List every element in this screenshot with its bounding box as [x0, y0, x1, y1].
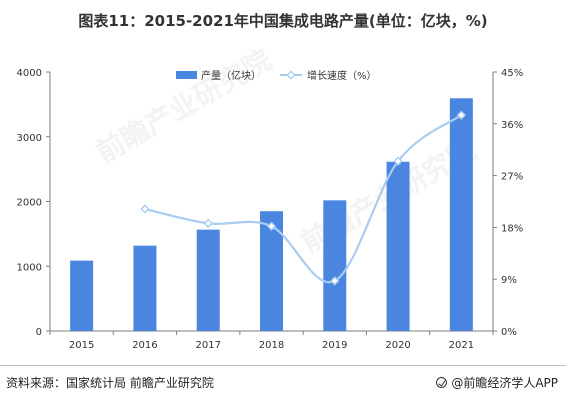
y-right-tick-label: 45%	[501, 68, 523, 79]
y-left-tick-label: 1000	[17, 262, 42, 273]
brand-logo-icon	[436, 377, 448, 388]
x-tick-label: 2015	[69, 340, 94, 351]
x-tick-label: 2021	[449, 340, 474, 351]
source-note: 资料来源：国家统计局 前瞻产业研究院	[6, 376, 214, 390]
bar	[323, 200, 347, 331]
line-point	[393, 156, 403, 166]
x-tick-label: 2019	[322, 340, 347, 351]
y-left-tick-label: 3000	[17, 133, 42, 144]
y-right-tick-label: 0%	[501, 327, 517, 338]
footer-divider	[0, 365, 566, 366]
brand-label: @前瞻经济学人APP	[436, 374, 558, 391]
y-right-tick-label: 18%	[501, 223, 523, 234]
y-left-tick-label: 4000	[17, 68, 42, 79]
x-tick-label: 2017	[195, 340, 220, 351]
bar	[449, 98, 473, 331]
bar	[196, 229, 220, 331]
legend-line-marker	[286, 70, 296, 80]
chart-legend: 产量（亿块） 增长速度（%）	[176, 69, 377, 82]
bar	[133, 245, 157, 331]
line-point	[266, 221, 277, 231]
legend-bar-swatch	[176, 71, 197, 79]
x-tick-label: 2016	[132, 340, 157, 351]
line-point	[330, 276, 340, 286]
line-point	[140, 204, 150, 214]
chart-axes: 0 1000 2000 3000 4000 0% 9% 18% 27% 36% 45% 2015 201…	[17, 68, 524, 351]
bar	[386, 161, 410, 331]
line-series	[140, 110, 467, 286]
x-tick-label: 2018	[259, 340, 284, 351]
y-left-tick-label: 0	[36, 327, 42, 338]
bar-series	[70, 98, 473, 331]
x-tick-label: 2020	[385, 340, 410, 351]
y-left-tick-label: 2000	[17, 198, 42, 209]
legend-label-line: 增长速度（%）	[307, 69, 377, 82]
bar	[260, 211, 283, 331]
line-point	[203, 218, 213, 229]
y-right-tick-label: 27%	[501, 172, 523, 183]
line-point	[456, 110, 467, 120]
legend-label-bars: 产量（亿块）	[201, 69, 261, 82]
chart-title: 图表11：2015-2021年中国集成电路产量(单位：亿块，%)	[78, 12, 488, 30]
growth-rate-line	[144, 114, 463, 284]
y-right-tick-label: 9%	[501, 275, 517, 286]
brand-text: @前瞻经济学人APP	[451, 376, 558, 390]
y-right-tick-label: 36%	[501, 120, 523, 131]
bar	[70, 260, 94, 331]
